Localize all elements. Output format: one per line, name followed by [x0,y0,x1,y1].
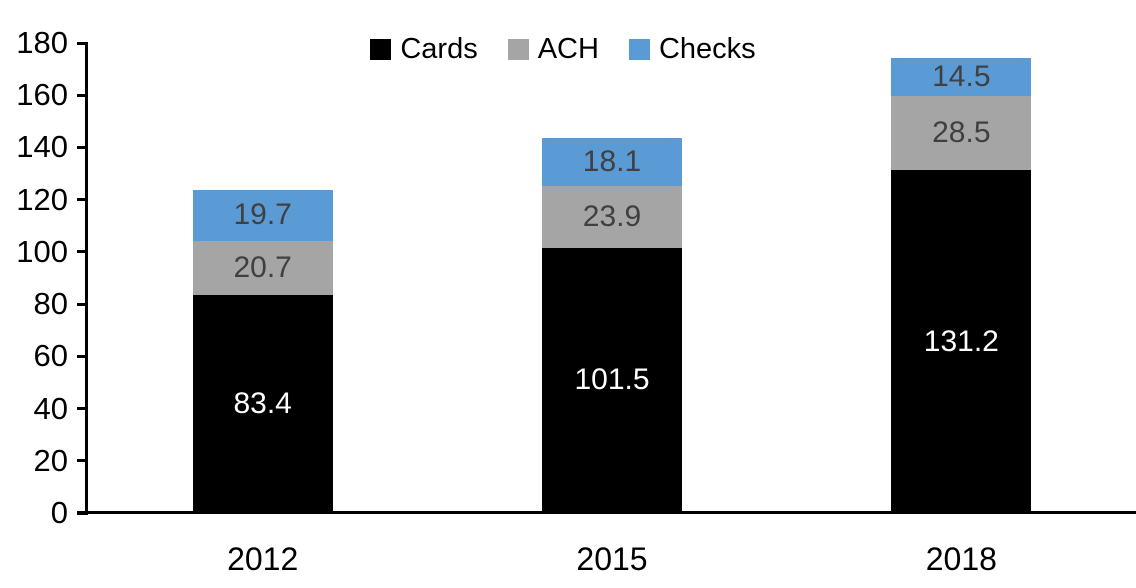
bar-segment-2012-checks: 19.7 [192,189,333,242]
legend-swatch-ach [507,39,529,60]
bar-segment-2018-checks: 14.5 [891,58,1032,97]
bar-segment-2015-cards: 101.5 [542,247,682,513]
x-axis-label-2012: 2012 [227,541,299,577]
legend-label: Checks [658,33,756,65]
y-axis-tick-label: 180 [16,25,68,60]
y-axis-tick [77,198,88,202]
bar-value-label: 101.5 [574,363,650,397]
y-axis-tick-label: 60 [33,338,68,374]
y-axis-tick [77,302,88,306]
bar-value-label: 131.2 [923,324,999,358]
bar-value-label: 83.4 [233,387,292,421]
bar-2018: 131.2 28.5 14.5 [891,58,1032,513]
y-axis-tick [77,145,88,149]
y-axis-tick [77,41,88,45]
y-axis-tick-label: 140 [16,129,68,165]
y-axis-tick-label: 0 [50,495,68,530]
y-axis-tick-label: 20 [33,442,68,478]
bar-segment-2018-cards: 131.2 [891,170,1032,513]
y-axis-tick [77,354,88,358]
y-axis-tick [77,511,88,515]
bar-2012: 83.4 20.7 19.7 [192,189,333,513]
legend-label: ACH [537,33,599,65]
legend-item-cards: Cards [370,33,478,66]
y-axis-tick-label: 100 [16,233,68,269]
y-axis-tick [77,459,88,463]
bar-value-label: 28.5 [932,116,991,150]
y-axis-tick [77,250,88,254]
bar-segment-2012-cards: 83.4 [192,295,333,513]
legend-item-checks: Checks [628,33,756,66]
x-axis-label-2015: 2015 [576,541,648,577]
bar-segment-2018-ach: 28.5 [891,96,1032,171]
y-axis-tick-label: 120 [16,181,68,217]
bar-2015: 101.5 23.9 18.1 [542,138,682,513]
chart-legend: Cards ACH Checks [0,33,1126,66]
bar-segment-2015-checks: 18.1 [542,138,682,186]
bar-value-label: 18.1 [582,144,642,178]
y-axis-tick-label: 80 [33,286,68,322]
bar-value-label: 20.7 [233,251,292,285]
bar-value-label: 23.9 [582,199,642,233]
legend-item-ach: ACH [507,33,599,66]
legend-swatch-cards [370,39,392,60]
y-axis-tick-label: 40 [33,390,68,426]
bar-value-label: 14.5 [932,60,991,94]
y-axis-tick [77,93,88,97]
bar-value-label: 19.7 [233,198,292,232]
legend-swatch-checks [628,39,650,60]
legend-label: Cards [400,33,478,65]
x-axis-label-2018: 2018 [925,541,997,577]
bar-segment-2012-ach: 20.7 [192,241,333,296]
bar-segment-2015-ach: 23.9 [542,185,682,248]
y-axis-line [85,43,88,514]
y-axis-tick-label: 160 [16,77,68,113]
y-axis-tick [77,407,88,411]
